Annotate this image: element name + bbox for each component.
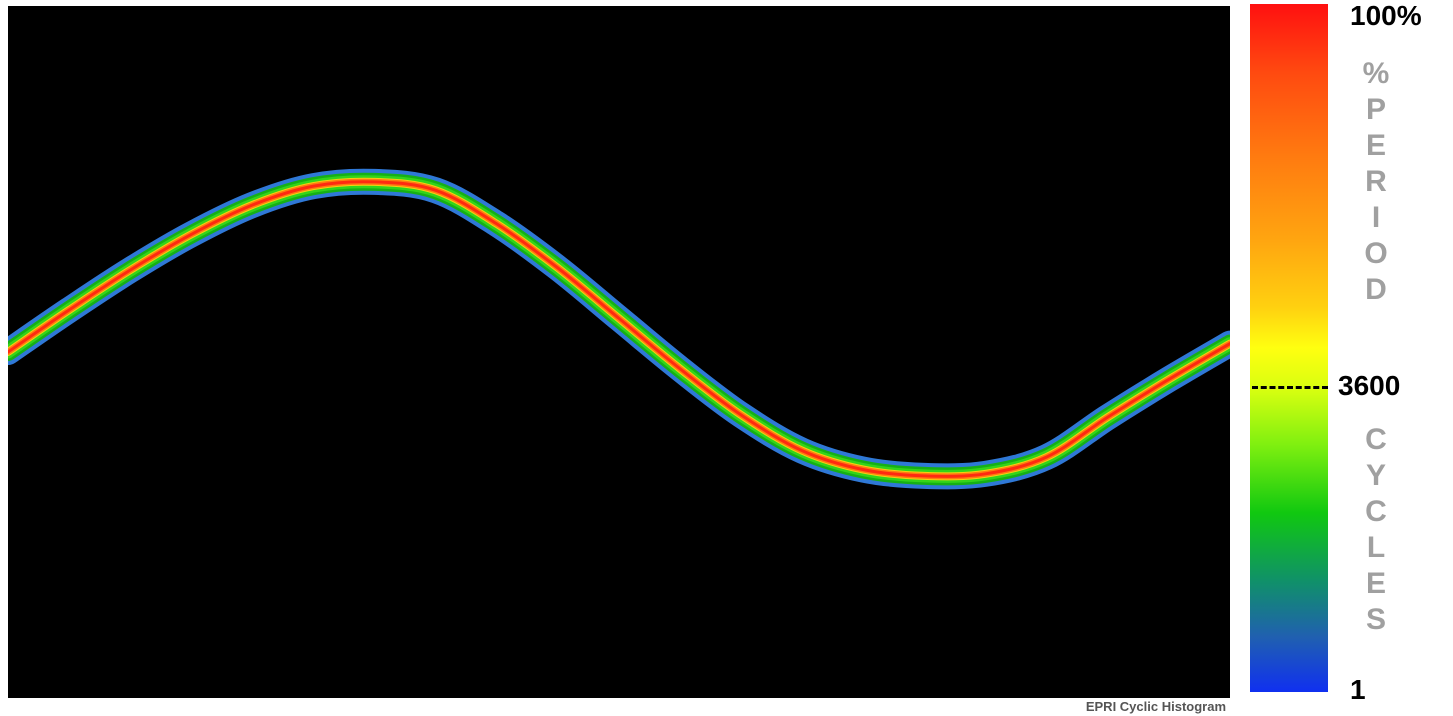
colorbar-upper-text: % P E R I O D — [1356, 56, 1396, 308]
colorbar-top-label: 100% — [1350, 0, 1422, 31]
colorbar-letter: C — [1365, 423, 1387, 456]
colorbar-letter: % — [1362, 57, 1390, 90]
colorbar-letter: Y — [1365, 459, 1386, 492]
colorbar-letter: P — [1365, 93, 1386, 126]
colorbar-letter: I — [1371, 201, 1381, 234]
colorbar-marker-line — [1252, 386, 1328, 389]
plot-area — [8, 6, 1230, 698]
histogram-plot — [8, 168, 1230, 490]
colorbar-letter: D — [1365, 273, 1387, 306]
colorbar-letter: S — [1365, 603, 1386, 636]
histogram-band-green — [8, 172, 1230, 486]
colorbar-letter: C — [1365, 495, 1387, 528]
watermark: EPRI Cyclic Histogram — [1085, 699, 1226, 714]
colorbar-letter: E — [1365, 129, 1386, 162]
histogram-band-core — [8, 180, 1230, 478]
colorbar-middle-label: 3600 — [1338, 370, 1401, 401]
colorbar-bottom-label: 1 — [1350, 674, 1366, 705]
colorbar-letter: L — [1366, 531, 1386, 564]
colorbar-letter: O — [1364, 237, 1388, 270]
colorbar-letter: R — [1365, 165, 1387, 198]
colorbar — [1250, 4, 1328, 692]
colorbar-letter: E — [1365, 567, 1386, 600]
